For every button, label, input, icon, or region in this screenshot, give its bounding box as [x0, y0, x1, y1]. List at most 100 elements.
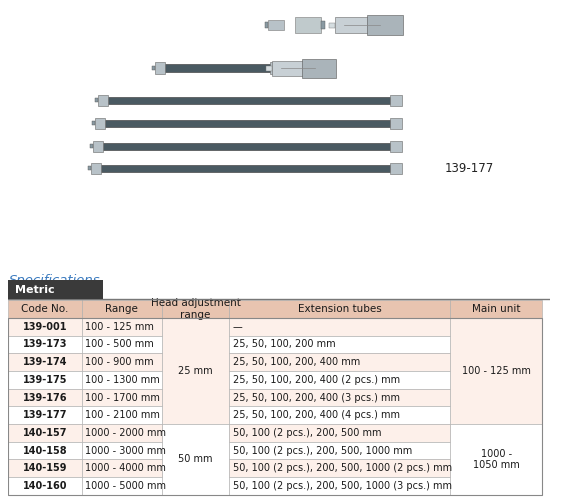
Bar: [165, 64, 270, 72]
Text: 140-157: 140-157: [23, 428, 67, 438]
Text: 139-174: 139-174: [23, 357, 67, 367]
Text: 50, 100 (2 pcs.), 200, 500, 1000 (2 pcs.) mm: 50, 100 (2 pcs.), 200, 500, 1000 (2 pcs.…: [232, 463, 452, 473]
Bar: [82, 300, 162, 318]
Bar: [230, 424, 450, 442]
Text: 1000 - 4000 mm: 1000 - 4000 mm: [85, 463, 166, 473]
Text: Specifications: Specifications: [8, 274, 100, 287]
Bar: [162, 300, 230, 318]
Bar: [390, 141, 402, 152]
Text: Head adjustment
range: Head adjustment range: [151, 298, 240, 320]
Bar: [8, 477, 82, 495]
Bar: [162, 318, 230, 424]
Text: 1000 - 5000 mm: 1000 - 5000 mm: [85, 481, 166, 491]
Text: Range: Range: [105, 304, 138, 314]
Bar: [367, 15, 403, 35]
Bar: [82, 424, 162, 442]
Bar: [295, 17, 321, 33]
Text: 25, 50, 100, 200, 400 (4 pcs.) mm: 25, 50, 100, 200, 400 (4 pcs.) mm: [232, 410, 400, 420]
Bar: [8, 318, 82, 335]
Bar: [82, 407, 162, 424]
Text: 140-158: 140-158: [23, 445, 67, 456]
Text: 100 - 2100 mm: 100 - 2100 mm: [85, 410, 160, 420]
Text: 50, 100 (2 pcs.), 200, 500, 1000 (3 pcs.) mm: 50, 100 (2 pcs.), 200, 500, 1000 (3 pcs.…: [232, 481, 452, 491]
Bar: [82, 318, 162, 335]
Text: 25, 50, 100, 200, 400 mm: 25, 50, 100, 200, 400 mm: [232, 357, 360, 367]
Bar: [230, 353, 450, 371]
Bar: [390, 94, 402, 106]
Bar: [230, 477, 450, 495]
Bar: [230, 335, 450, 353]
Bar: [82, 442, 162, 459]
Bar: [266, 66, 272, 71]
Bar: [8, 300, 82, 318]
Text: 100 - 900 mm: 100 - 900 mm: [85, 357, 153, 367]
Text: 100 - 1700 mm: 100 - 1700 mm: [85, 393, 160, 403]
Text: —: —: [232, 322, 243, 332]
Text: 25, 50, 100, 200 mm: 25, 50, 100, 200 mm: [232, 339, 335, 349]
Text: 1000 -
1050 mm: 1000 - 1050 mm: [473, 449, 519, 470]
Bar: [8, 407, 82, 424]
Text: 140-160: 140-160: [23, 481, 67, 491]
Bar: [230, 389, 450, 407]
Bar: [98, 94, 108, 106]
Text: Main unit: Main unit: [472, 304, 521, 314]
Bar: [92, 121, 95, 125]
Bar: [270, 62, 282, 74]
Bar: [91, 163, 101, 174]
Bar: [450, 424, 543, 495]
Text: 25 mm: 25 mm: [178, 366, 213, 376]
Bar: [230, 371, 450, 389]
Bar: [272, 61, 323, 76]
Text: 139-173: 139-173: [23, 339, 67, 349]
Text: 1000 - 2000 mm: 1000 - 2000 mm: [85, 428, 166, 438]
Text: Code No.: Code No.: [21, 304, 69, 314]
Bar: [101, 165, 390, 172]
Bar: [335, 17, 389, 33]
Text: 25, 50, 100, 200, 400 (3 pcs.) mm: 25, 50, 100, 200, 400 (3 pcs.) mm: [232, 393, 400, 403]
Text: 139-177: 139-177: [445, 162, 494, 175]
Bar: [162, 424, 230, 495]
Bar: [230, 442, 450, 459]
Bar: [103, 143, 390, 150]
Text: 140-159: 140-159: [23, 463, 67, 473]
Text: 50 mm: 50 mm: [178, 454, 213, 464]
Bar: [95, 98, 98, 102]
Bar: [108, 96, 390, 104]
Bar: [302, 59, 336, 78]
Bar: [230, 459, 450, 477]
Bar: [390, 163, 402, 174]
Text: 100 - 1300 mm: 100 - 1300 mm: [85, 375, 160, 385]
Bar: [82, 459, 162, 477]
Bar: [82, 353, 162, 371]
Bar: [105, 120, 390, 127]
Bar: [82, 371, 162, 389]
Text: 100 - 125 mm: 100 - 125 mm: [462, 366, 531, 376]
Bar: [230, 300, 450, 318]
Bar: [90, 144, 93, 148]
Bar: [230, 318, 450, 335]
Text: 139-175: 139-175: [23, 375, 67, 385]
Bar: [268, 20, 284, 30]
Bar: [390, 118, 402, 129]
Bar: [230, 407, 450, 424]
Bar: [8, 353, 82, 371]
Bar: [450, 318, 543, 424]
Text: 139-001: 139-001: [23, 322, 67, 332]
Text: 139-177: 139-177: [23, 410, 67, 420]
Bar: [8, 389, 82, 407]
Bar: [321, 21, 325, 29]
Bar: [88, 166, 91, 170]
Bar: [8, 318, 543, 495]
Text: 50, 100 (2 pcs.), 200, 500 mm: 50, 100 (2 pcs.), 200, 500 mm: [232, 428, 381, 438]
Text: 100 - 500 mm: 100 - 500 mm: [85, 339, 153, 349]
Bar: [8, 442, 82, 459]
Text: 100 - 125 mm: 100 - 125 mm: [85, 322, 153, 332]
Bar: [450, 300, 543, 318]
Text: Metric: Metric: [15, 284, 55, 295]
Text: 25, 50, 100, 200, 400 (2 pcs.) mm: 25, 50, 100, 200, 400 (2 pcs.) mm: [232, 375, 400, 385]
Text: 50, 100 (2 pcs.), 200, 500, 1000 mm: 50, 100 (2 pcs.), 200, 500, 1000 mm: [232, 445, 412, 456]
Bar: [8, 335, 82, 353]
Bar: [8, 280, 103, 299]
Text: 1000 - 3000 mm: 1000 - 3000 mm: [85, 445, 166, 456]
Bar: [8, 371, 82, 389]
